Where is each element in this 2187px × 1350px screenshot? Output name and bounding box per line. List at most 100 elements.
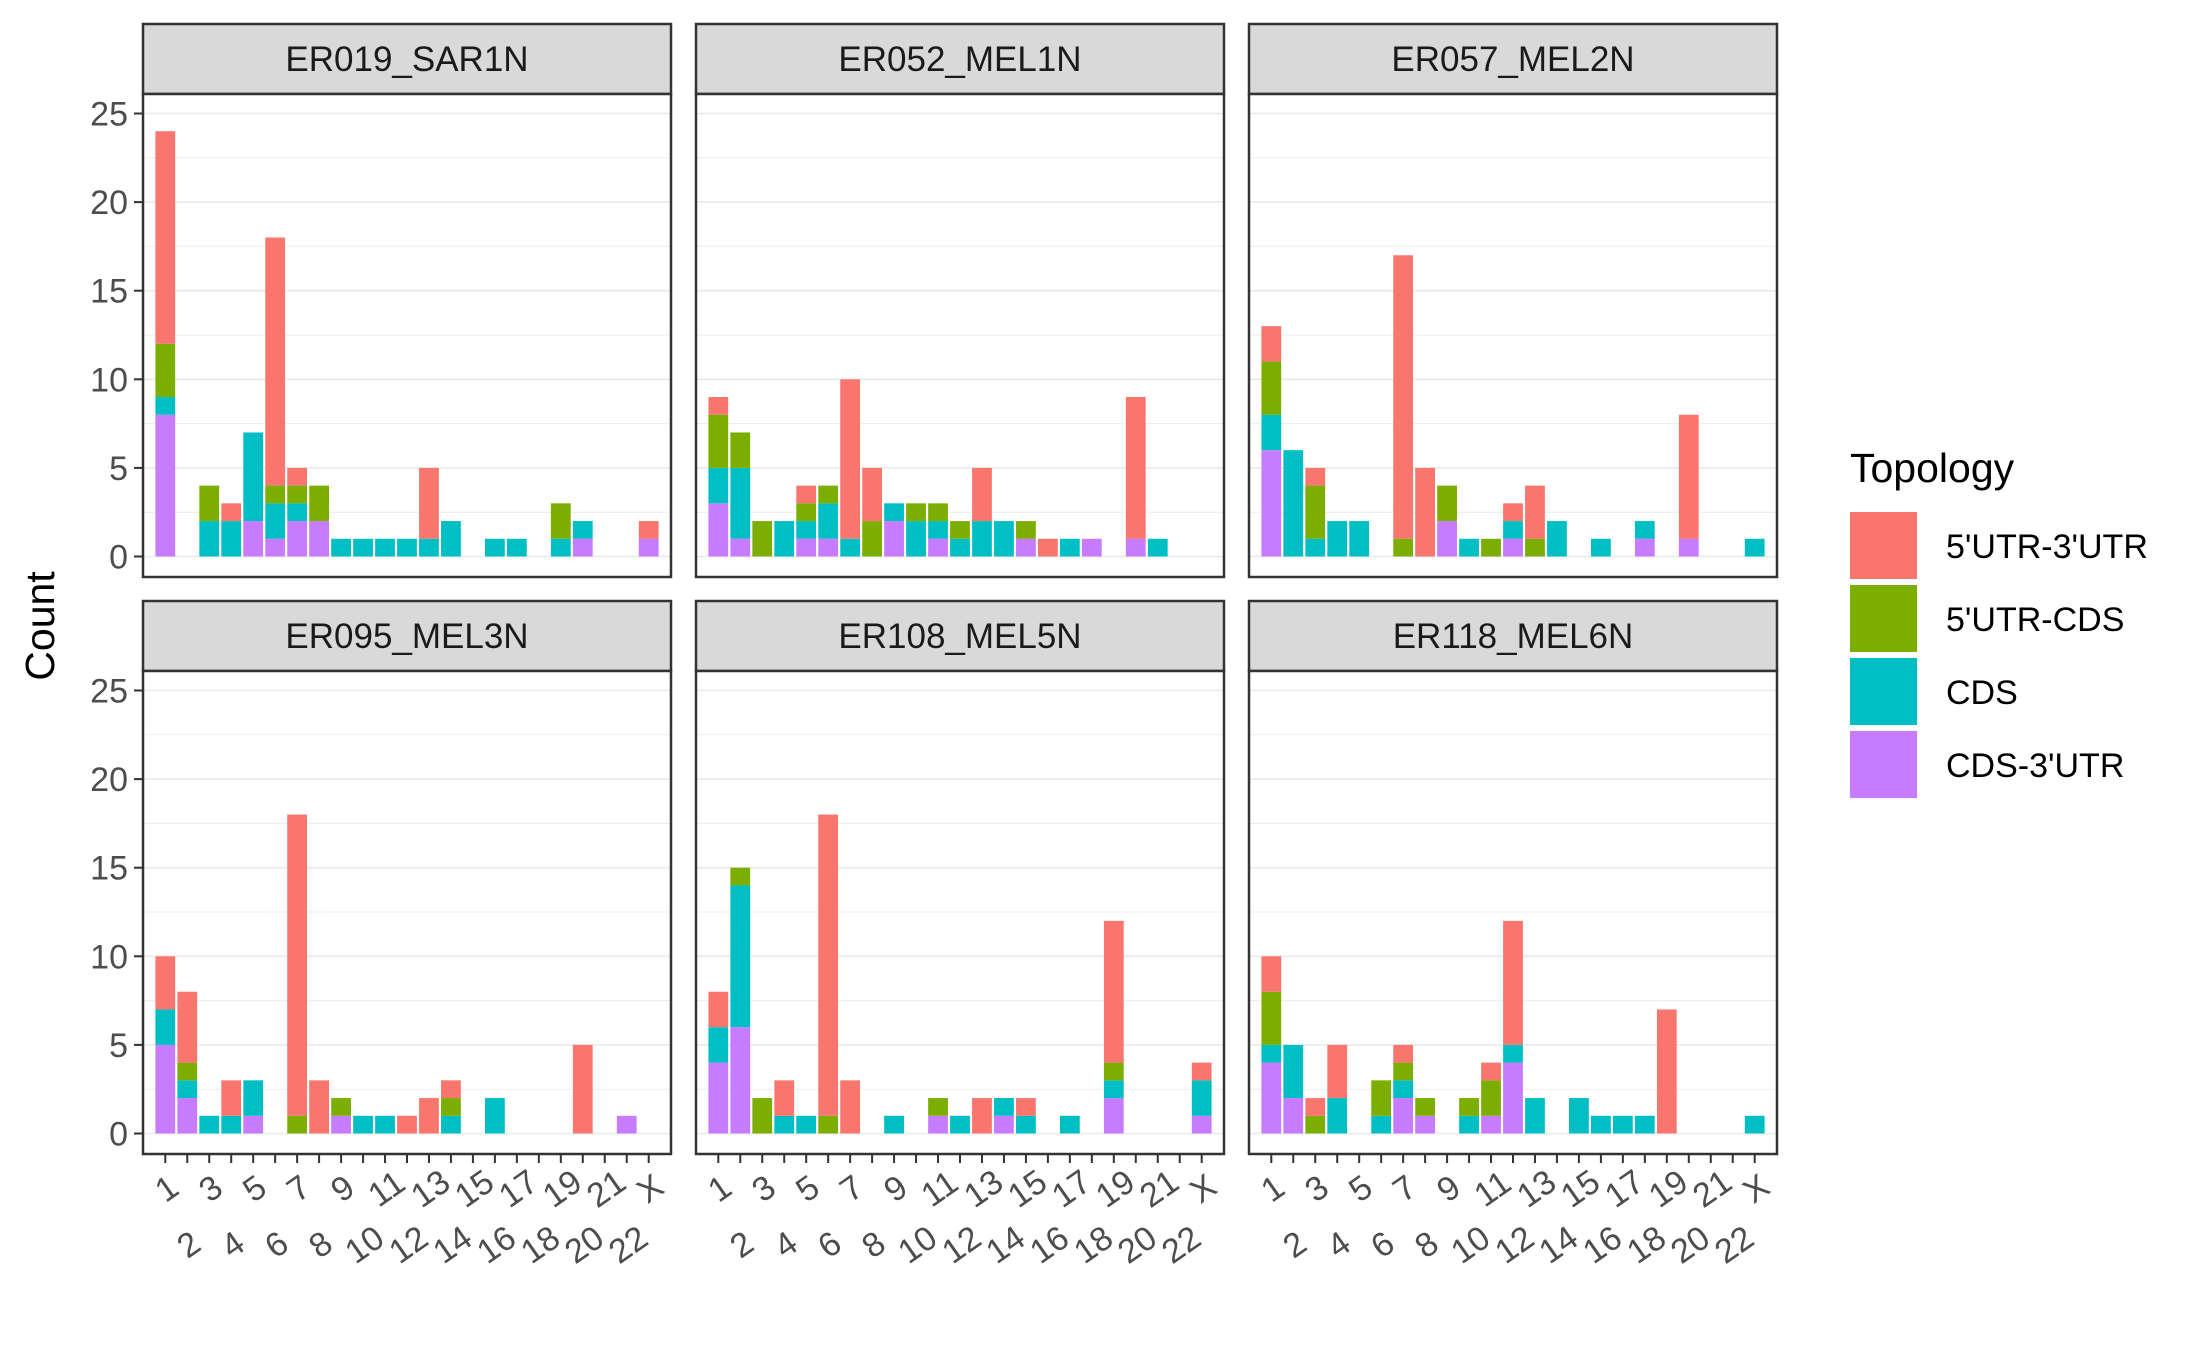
- bar-segment-cds-chr-6: [265, 503, 286, 539]
- panel-border: [1247, 92, 1779, 579]
- x-tick-label: X: [1183, 1167, 1223, 1211]
- x-tick-label: 20: [1664, 1219, 1717, 1272]
- y-tick-label: 20: [90, 761, 128, 799]
- bar-segment-5-utr-cds-chr-8: [309, 485, 329, 522]
- x-tick-label: 18: [514, 1219, 567, 1272]
- bar-segment-cds-chr-11: [928, 521, 948, 539]
- bar-segment-5-utr-3-utr-chr-1: [708, 397, 729, 415]
- bar-segment-5-utr-3-utr-chr-4: [1327, 1044, 1348, 1099]
- x-tick-label: 14: [979, 1219, 1032, 1272]
- bar-segment-cds-chr-4: [774, 521, 795, 557]
- bar-segment-cds-chr-3: [1305, 538, 1326, 557]
- bar-segment-cds-chr-14: [441, 1115, 461, 1134]
- x-tick-label: 1: [1254, 1168, 1291, 1210]
- bar-segment-cds-chr-13: [419, 538, 439, 557]
- x-tick-label: 5: [1342, 1168, 1379, 1210]
- bar-segment-5-utr-3-utr-chr-5: [796, 485, 817, 504]
- bar-segment-cds-chr-18: [1634, 521, 1655, 539]
- x-tick-label: 21: [580, 1163, 633, 1216]
- y-tick-label: 10: [90, 361, 128, 399]
- bar-segment-5-utr-3-utr-chr-2: [177, 991, 198, 1063]
- x-tick-label: 9: [877, 1168, 914, 1210]
- panel-er019-sar1n: ER019_SAR1N 0 5 10 15 20 25: [90, 22, 673, 579]
- bar-segment-5-utr-cds-chr-7: [287, 1115, 308, 1134]
- x-tick-label: 8: [855, 1224, 892, 1266]
- x-tick-label: 3: [192, 1168, 229, 1210]
- x-tick-label: 15: [448, 1163, 501, 1216]
- legend-swatch: [1850, 731, 1917, 798]
- bar-segment-cds-chr-10: [1459, 538, 1479, 557]
- bar-segment-5-utr-cds-chr-1: [1261, 361, 1282, 415]
- bar-segment-cds-chr-1: [708, 467, 729, 504]
- y-tick-label: 5: [109, 450, 128, 488]
- bar-segment-cds-3-utr-chr-11: [1481, 1115, 1501, 1134]
- y-tick-label: 25: [90, 96, 128, 134]
- bar-segment-5-utr-3-utr-chr-4: [221, 1080, 242, 1116]
- bar-segment-cds-chr-4: [774, 1115, 795, 1134]
- x-tick-label: 6: [811, 1224, 848, 1266]
- bar-segment-cds-chr-11: [375, 538, 395, 557]
- bar-segment-5-utr-cds-chr-7: [1393, 1062, 1414, 1081]
- x-tick-label: 19: [536, 1163, 589, 1216]
- bar-segment-cds-chr-17: [1059, 1115, 1080, 1134]
- bar-segment-cds-chr-21: [1147, 538, 1168, 557]
- legend-label: 5'UTR-CDS: [1946, 601, 2124, 639]
- bar-segment-cds-3-utr-chr-6: [818, 538, 839, 557]
- panel-er052-mel1n: ER052_MEL1N: [694, 22, 1226, 579]
- bar-segment-5-utr-3-utr-chr-7: [1393, 1044, 1414, 1063]
- bar-segment-cds-chr-5: [243, 432, 264, 522]
- bar-segment-cds-chr-14: [441, 521, 461, 557]
- bar-segment-5-utr-cds-chr-19: [1103, 1062, 1124, 1081]
- x-tick-label: 13: [404, 1163, 457, 1216]
- bar-segment-cds-3-utr-chr-1: [708, 503, 729, 557]
- bar-segment-cds-3-utr-chr-22: [616, 1115, 637, 1134]
- x-tick-label: 21: [1133, 1163, 1186, 1216]
- x-tick-label: 7: [833, 1168, 870, 1210]
- x-tick-label: 22: [1155, 1219, 1208, 1272]
- bar-segment-5-utr-cds-chr-3: [1305, 485, 1326, 539]
- y-tick-label: 5: [109, 1027, 128, 1065]
- bar-segment-cds-3-utr-chr-20: [1125, 538, 1146, 557]
- x-tick-label: 22: [1708, 1219, 1761, 1272]
- bar-segment-5-utr-3-utr-chr-4: [221, 503, 242, 522]
- x-tick-label: 12: [382, 1219, 435, 1272]
- x-tick-label: 19: [1089, 1163, 1142, 1216]
- x-tick-label: 20: [558, 1219, 611, 1272]
- bar-segment-cds-3-utr-chr-9: [331, 1115, 351, 1134]
- x-tick-label: 14: [426, 1219, 479, 1272]
- bar-segment-5-utr-cds-chr-3: [752, 1098, 773, 1134]
- panel-title: ER019_SAR1N: [285, 40, 528, 79]
- legend-label: 5'UTR-3'UTR: [1946, 528, 2148, 566]
- panel-strip: [141, 599, 673, 673]
- x-tick-label: 17: [1045, 1163, 1098, 1216]
- legend-swatch: [1850, 658, 1917, 725]
- bar-segment-cds-chr-9: [884, 503, 904, 522]
- bar-segment-cds-chr-19: [1103, 1080, 1124, 1099]
- x-tick-label: 7: [280, 1168, 317, 1210]
- bar-segment-cds-chr-10: [353, 538, 373, 557]
- bar-segment-cds-chr-3: [199, 1115, 220, 1134]
- bar-segment-cds-chr-16: [485, 538, 505, 557]
- bar-segment-cds-3-utr-chr-2: [730, 538, 751, 557]
- bar-segment-cds-chr-6: [1371, 1115, 1392, 1134]
- legend: Topology 5'UTR-3'UTR 5'UTR-CDS CDS CDS-3'UT…: [1850, 445, 2148, 798]
- bar-segment-5-utr-cds-chr-11: [1481, 1080, 1501, 1116]
- x-tick-label: 9: [1430, 1168, 1467, 1210]
- bar-segment-5-utr-3-utr-chr-7: [287, 814, 308, 1116]
- legend-item-5-utr-cds: 5'UTR-CDS: [1850, 585, 2124, 652]
- x-tick-label: 4: [767, 1224, 804, 1266]
- bar-segment-5-utr-3-utr-chr-4: [774, 1080, 795, 1116]
- panel-title: ER108_MEL5N: [838, 617, 1081, 656]
- panel-er095-mel3n: ER095_MEL3N05101520251234567891011121314…: [90, 599, 673, 1272]
- bar-segment-5-utr-3-utr-chr-13: [419, 1098, 439, 1134]
- bar-segment-5-utr-cds-chr-12: [950, 521, 970, 539]
- x-tick-label: 15: [1554, 1163, 1607, 1216]
- x-tick-label: 6: [1364, 1224, 1401, 1266]
- bar-segment-cds-chr-16: [485, 1098, 505, 1134]
- bar-segment-cds-3-utr-chr-2: [1283, 1098, 1304, 1134]
- x-tick-label: 18: [1067, 1219, 1120, 1272]
- bar-segment-5-utr-3-utr-chr-13: [972, 1098, 992, 1134]
- panel-border: [141, 92, 673, 579]
- bar-segment-5-utr-cds-chr-6: [818, 485, 839, 504]
